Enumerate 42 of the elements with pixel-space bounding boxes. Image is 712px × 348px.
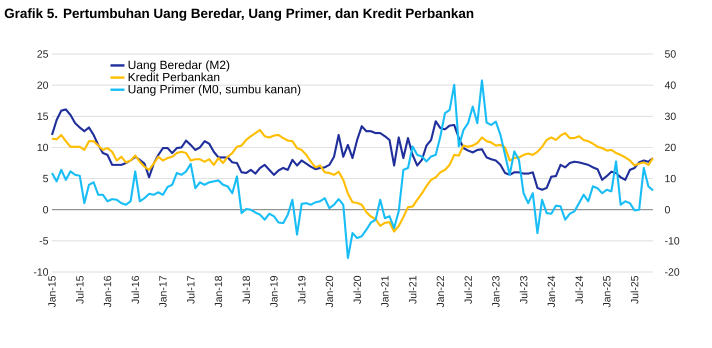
x-tick-label: Jul-18 [242, 276, 250, 304]
y2-tick-label: 0 [664, 206, 670, 214]
y2-tick-label: -10 [665, 237, 680, 245]
x-tick-label: Jan-15 [48, 276, 56, 308]
y-tick-label: 15 [38, 112, 48, 120]
legend-label: Kredit Perbankan [128, 72, 220, 82]
legend-label: Uang Beredar (M2) [128, 60, 230, 72]
y-tick-label: 25 [37, 50, 48, 58]
x-tick-label: Jan-22 [436, 276, 444, 308]
x-tick-label: Jan-21 [381, 276, 389, 308]
legend-label: Uang Primer (M0, sumbu kanan) [128, 84, 300, 96]
x-tick-label: Jan-17 [159, 276, 167, 308]
y2-tick-label: 20 [665, 144, 676, 152]
chart-title: Grafik 5. Pertumbuhan Uang Beredar, Uang Primer, dan Kredit Perbankan [4, 8, 474, 21]
y-tick-label: 5 [43, 174, 48, 182]
y-tick-label: 10 [38, 144, 48, 152]
x-tick-label: Jan-20 [326, 276, 334, 308]
x-tick-label: Jul-20 [353, 276, 361, 304]
y-tick-label: 20 [37, 81, 48, 89]
x-tick-label: Jul-24 [575, 276, 583, 304]
y-tick-label: -10 [34, 268, 48, 276]
x-tick-label: Jul-25 [630, 276, 638, 304]
x-tick-label: Jul-16 [131, 276, 140, 304]
y2-tick-label: 10 [665, 174, 676, 182]
y2-tick-label: -20 [665, 268, 680, 276]
x-tick-label: Jul-19 [298, 276, 306, 304]
x-tick-label: Jan-18 [214, 276, 222, 308]
x-tick-label: Jan-24 [548, 276, 556, 308]
y2-tick-label: 40 [664, 81, 676, 89]
x-tick-label: Jul-22 [464, 276, 472, 304]
y-tick-label: 0 [43, 206, 48, 214]
y2-tick-label: 30 [664, 112, 676, 120]
x-tick-label: Jul-15 [76, 276, 84, 304]
x-tick-label: Jul-17 [186, 276, 195, 304]
x-tick-label: Jul-21 [408, 276, 416, 304]
x-tick-label: Jan-16 [104, 276, 112, 308]
x-tick-label: Jul-23 [520, 276, 528, 304]
x-tick-label: Jan-19 [270, 276, 278, 308]
x-tick-label: Jan-25 [603, 276, 610, 308]
y2-tick-label: 50 [664, 50, 676, 58]
x-tick-label: Jan-23 [492, 276, 500, 308]
y-tick-label: -5 [40, 237, 48, 245]
